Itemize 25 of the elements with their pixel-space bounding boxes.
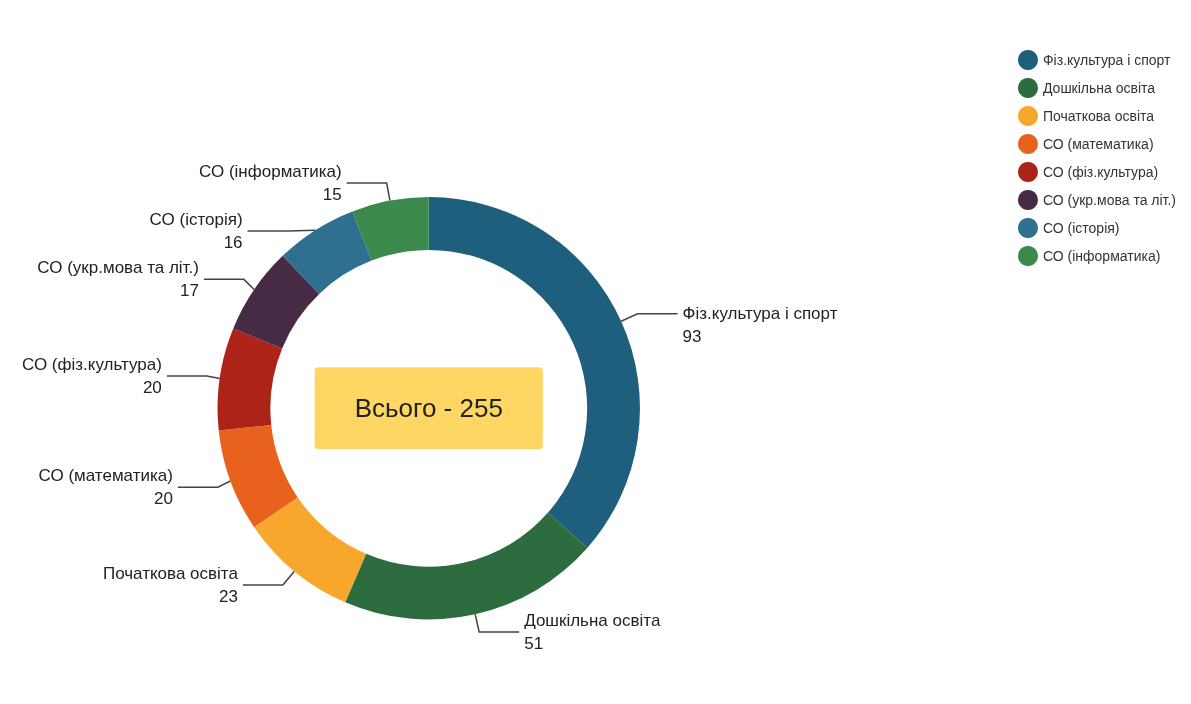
legend-label: СО (математика) — [1042, 136, 1154, 152]
legend-label: СО (інформатика) — [1042, 248, 1161, 264]
slice-label: Фіз.культура і спорт — [682, 304, 838, 324]
data-label: 17 — [179, 281, 199, 301]
legend-label: Фіз.культура і спорт — [1042, 52, 1172, 68]
slice-label: СО (фіз.культура) — [21, 354, 162, 374]
legend-label: СО (фіз.культура) — [1042, 164, 1159, 180]
data-label: 20 — [153, 489, 173, 509]
legend-label: Дошкільна освіта — [1042, 80, 1156, 96]
slice-label: СО (укр.мова та літ.) — [37, 258, 199, 278]
data-label: 51 — [524, 633, 544, 653]
data-label: 20 — [142, 377, 162, 397]
data-label: 23 — [218, 587, 238, 607]
slice-label: Дошкільна освіта — [524, 610, 661, 630]
slice-label: Початкова освіта — [102, 564, 239, 584]
slice-label: СО (математика) — [38, 466, 173, 486]
data-label: 15 — [322, 185, 342, 205]
legend-label: СО (історія) — [1042, 220, 1120, 236]
data-label: 93 — [682, 327, 702, 347]
data-label: 16 — [223, 233, 243, 253]
slice-label: СО (історія) — [149, 210, 243, 230]
text: Всього - 255 — [354, 393, 503, 424]
legend-label: Початкова освіта — [1042, 108, 1155, 124]
legend-label: СО (укр.мова та літ.) — [1042, 192, 1177, 208]
slice-label: СО (інформатика) — [199, 162, 342, 182]
